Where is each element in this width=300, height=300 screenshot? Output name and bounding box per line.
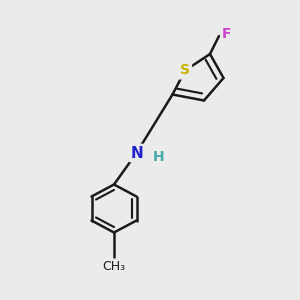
- Text: H: H: [153, 150, 165, 164]
- Text: N: N: [130, 146, 143, 160]
- Text: F: F: [222, 28, 231, 41]
- Text: S: S: [180, 64, 190, 77]
- Text: CH₃: CH₃: [102, 260, 126, 272]
